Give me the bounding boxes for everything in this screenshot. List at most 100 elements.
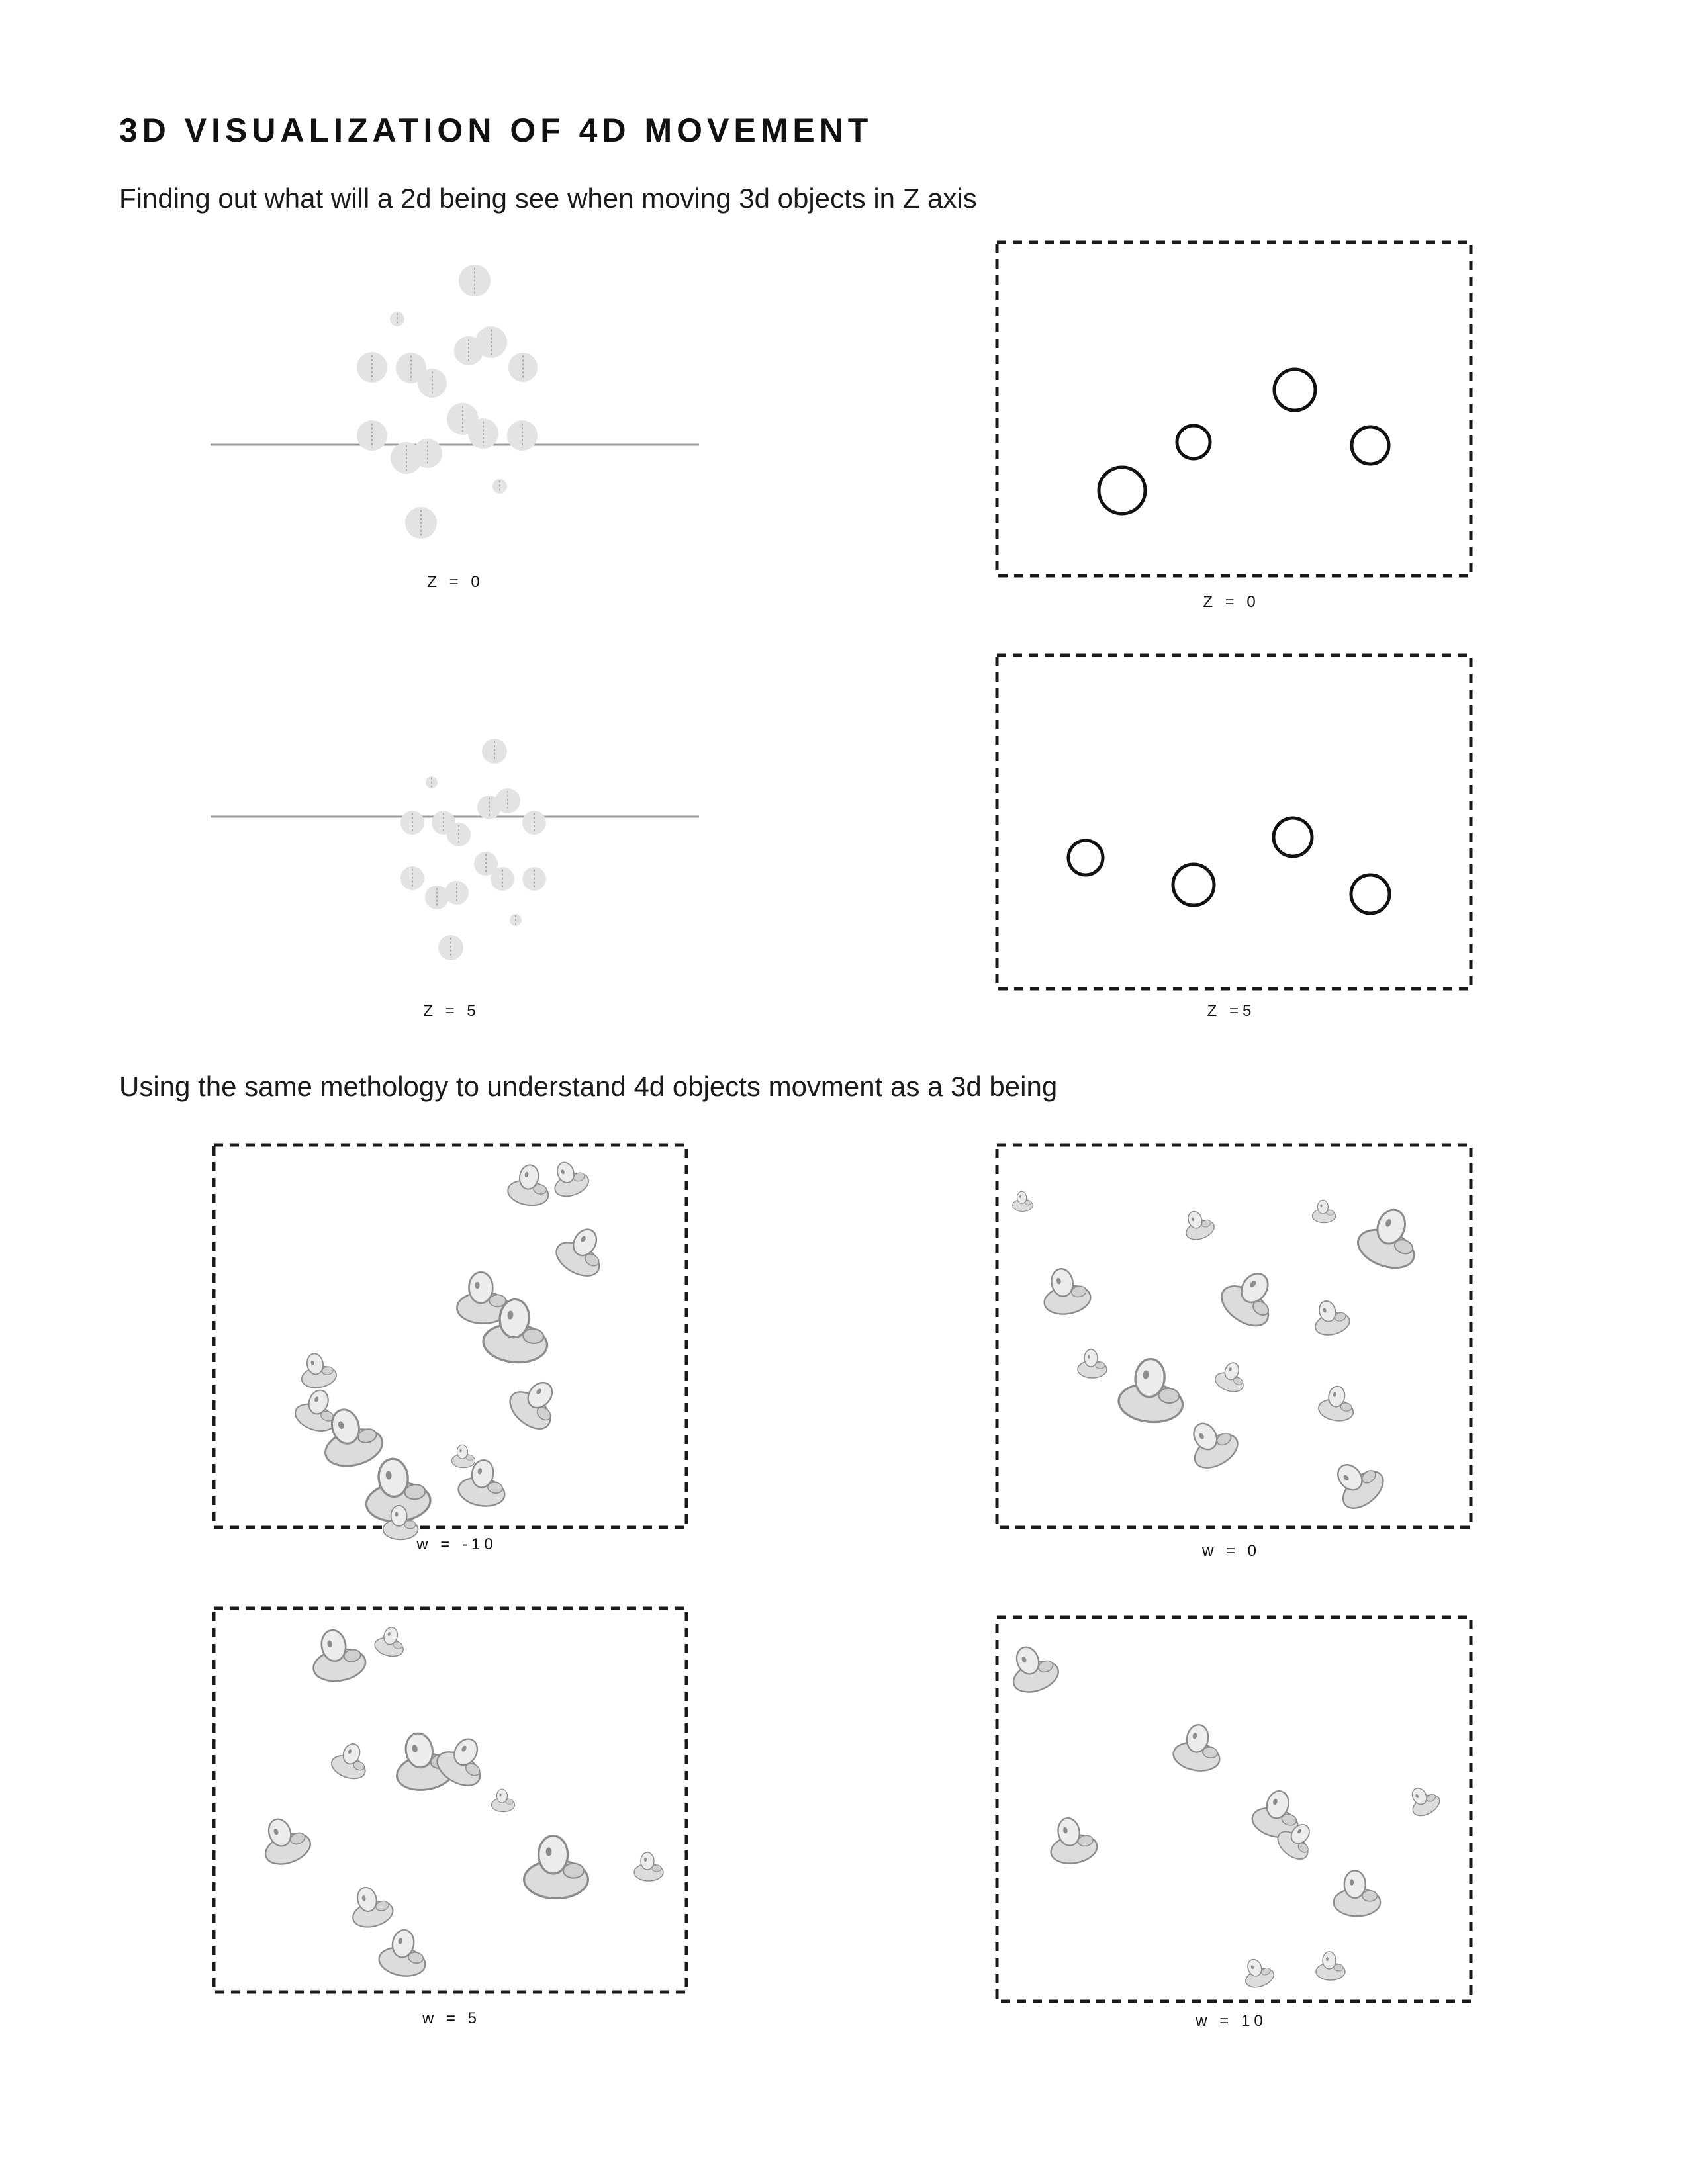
caption-slice-z5: Z =5 — [1207, 1002, 1256, 1020]
sphere — [438, 935, 463, 960]
sphere — [475, 326, 507, 358]
figure-render — [1333, 1870, 1382, 1917]
sphere — [522, 811, 546, 835]
figure-render — [331, 1743, 366, 1780]
figure-render — [1172, 1723, 1221, 1772]
sphere — [418, 369, 447, 398]
sphere — [482, 739, 507, 764]
sphere — [445, 881, 469, 905]
figure-group — [264, 1627, 664, 1977]
sphere — [413, 439, 442, 468]
sphere — [474, 852, 498, 876]
slice-circle — [1349, 873, 1391, 915]
sphere — [447, 403, 479, 435]
figure-render — [374, 1627, 404, 1657]
section-subtitle-3d: Finding out what will a 2d being see whe… — [119, 183, 977, 214]
slice-circle — [1171, 862, 1216, 907]
figure-render — [295, 1389, 336, 1432]
figure-render — [1411, 1788, 1440, 1817]
figure-render — [1043, 1268, 1092, 1315]
figure-render — [436, 1738, 481, 1786]
sphere — [495, 788, 520, 813]
caption-w5: w = 5 — [422, 2009, 481, 2027]
figure-render — [396, 1732, 456, 1791]
sphere — [405, 507, 437, 539]
sphere — [400, 866, 424, 890]
figure-render — [491, 1788, 516, 1813]
figure-render — [1077, 1349, 1107, 1379]
figure-render — [1215, 1362, 1244, 1392]
sphere — [454, 336, 483, 365]
figure-render — [312, 1629, 367, 1682]
figure-render — [509, 1381, 553, 1430]
sphere — [390, 312, 404, 326]
slice-circle — [1272, 816, 1314, 858]
figure-render — [324, 1408, 384, 1467]
figure-render — [1277, 1823, 1310, 1860]
figure-render — [1193, 1422, 1239, 1469]
slice-circle — [1350, 425, 1391, 466]
figure-render — [507, 1164, 549, 1206]
figure-render — [1251, 1790, 1299, 1839]
sphere — [447, 823, 471, 846]
sphere — [432, 811, 455, 835]
sphere — [459, 265, 491, 296]
figure-render — [522, 1835, 590, 1900]
figure-render — [301, 1353, 337, 1388]
caption-w10: w = 10 — [1196, 2012, 1267, 2030]
figure-render — [456, 1271, 510, 1324]
sphere — [522, 867, 546, 891]
sphere — [396, 353, 426, 383]
dashed-frame — [212, 1606, 688, 1994]
sphere — [492, 479, 507, 494]
figure-group — [1012, 1646, 1440, 1988]
slice-circle — [1272, 367, 1317, 412]
sphere — [426, 776, 438, 788]
section-subtitle-4d: Using the same methology to understand 4… — [119, 1071, 1058, 1102]
figure-render — [1315, 1300, 1350, 1336]
figure-render — [352, 1886, 394, 1928]
figure-group — [1012, 1191, 1415, 1509]
figure-group — [295, 1161, 600, 1541]
sphere — [491, 867, 514, 891]
caption-w0: w = 0 — [1201, 1542, 1261, 1560]
caption-slice-z0: Z = 0 — [1203, 593, 1260, 611]
slice-circle — [1097, 465, 1147, 516]
dashed-frame — [995, 653, 1473, 991]
dashed-frame — [212, 1143, 688, 1529]
dashed-frame — [995, 1143, 1473, 1529]
dashed-frame — [995, 1615, 1473, 2003]
figure-render — [1221, 1273, 1270, 1327]
caption-w-minus10: w = -10 — [416, 1535, 497, 1553]
figure-render — [457, 1459, 506, 1507]
figure-render — [1012, 1646, 1059, 1693]
sphere — [425, 886, 449, 909]
figure-render — [1012, 1191, 1033, 1212]
dashed-frame — [995, 240, 1473, 578]
figure-render — [1315, 1951, 1346, 1981]
figure-render — [382, 1504, 419, 1541]
figure-render — [378, 1929, 426, 1977]
sphere — [510, 914, 522, 926]
sphere-group — [400, 739, 546, 960]
slice-circle — [1066, 839, 1105, 877]
caption-spheres-z5: Z = 5 — [423, 1002, 480, 1020]
figure-render — [1357, 1208, 1415, 1269]
figure-render — [555, 1228, 600, 1277]
sphere — [357, 420, 387, 451]
figure-render — [482, 1298, 549, 1364]
page-title: 3D VISUALIZATION OF 4D MOVEMENT — [119, 112, 873, 149]
figure-render — [451, 1444, 476, 1469]
sphere — [357, 352, 387, 383]
figure-render — [1245, 1958, 1274, 1988]
figure-render — [1311, 1199, 1336, 1224]
sphere-group — [357, 265, 538, 539]
figure-render — [1050, 1817, 1098, 1864]
sphere — [391, 442, 422, 474]
sphere — [508, 353, 538, 382]
figure-render — [554, 1161, 589, 1197]
figure-render — [1117, 1357, 1184, 1424]
sphere — [477, 796, 501, 819]
sphere — [400, 811, 424, 835]
figure-render — [1336, 1464, 1384, 1509]
